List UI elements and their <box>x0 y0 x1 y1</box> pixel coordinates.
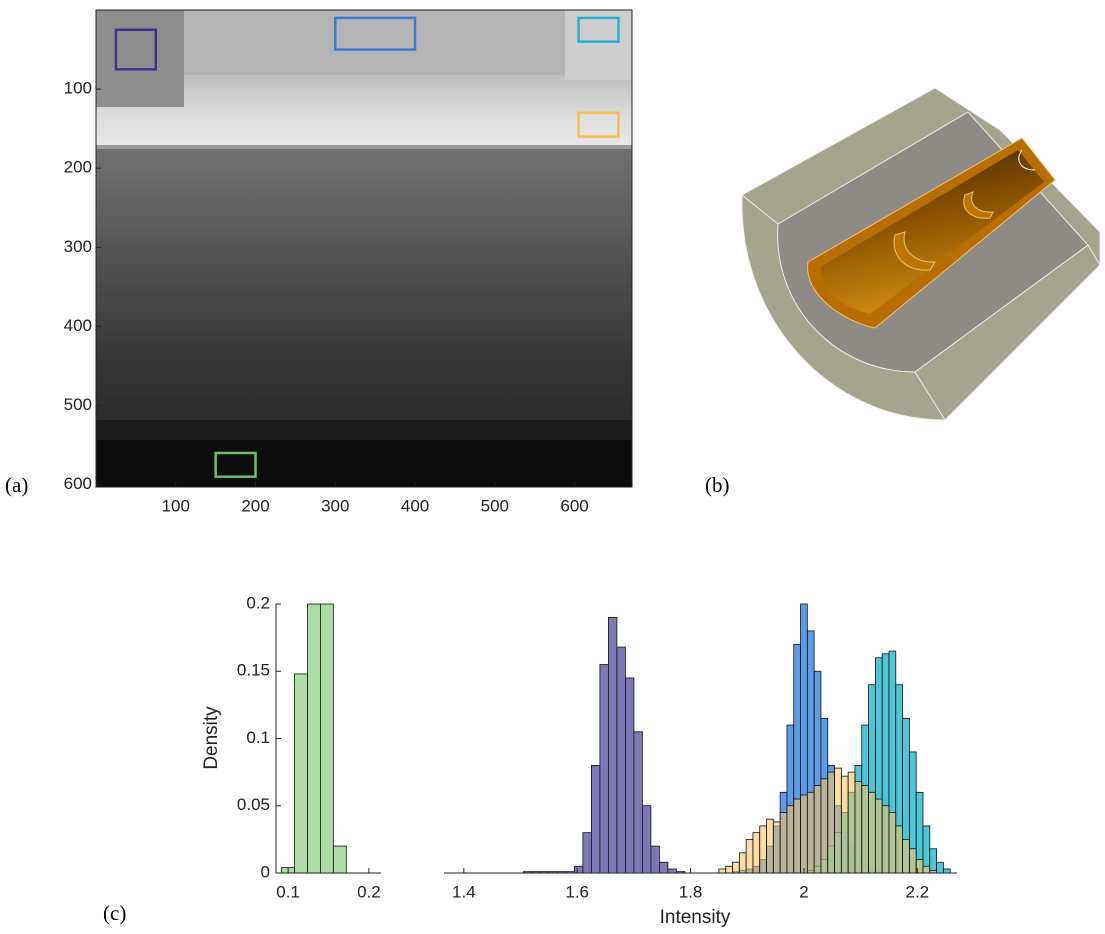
panel-label: (c) <box>103 901 126 925</box>
x-tick-label: 300 <box>321 496 349 515</box>
histogram-bar <box>881 805 890 874</box>
histogram-bar <box>779 812 788 874</box>
x-tick-label: 200 <box>241 496 269 515</box>
x-tick-label: 0.1 <box>276 882 300 901</box>
histogram-bar <box>772 821 781 874</box>
region <box>114 28 158 71</box>
histogram-bar <box>888 812 897 874</box>
x-tick-label: 2 <box>799 882 808 901</box>
x-tick-label: 400 <box>401 496 429 515</box>
y-tick-label: 0.1 <box>246 728 270 747</box>
histogram-bar <box>294 673 308 874</box>
histogram-bar <box>786 805 795 874</box>
histogram-bar <box>759 825 767 874</box>
histogram-bar <box>793 798 801 874</box>
histogram-bar <box>582 832 592 874</box>
x-tick-label: 100 <box>162 496 190 515</box>
histogram-bar <box>868 791 876 874</box>
x-tick-label: 600 <box>560 496 588 515</box>
histogram-bar <box>847 771 856 874</box>
histogram-bar <box>590 765 601 874</box>
y-tick-label: 500 <box>64 395 92 414</box>
histogram-bar <box>929 848 937 874</box>
region <box>214 451 257 478</box>
y-tick-label: 400 <box>64 316 92 335</box>
x-tick-label: 1.6 <box>565 882 589 901</box>
y-tick-label: 0.2 <box>246 593 270 612</box>
x-tick-label: 1.8 <box>679 882 703 901</box>
histogram-bar <box>718 868 727 874</box>
region <box>577 111 620 138</box>
histogram-bar <box>874 798 883 874</box>
histogram-bar <box>766 818 774 874</box>
y-tick-label: 200 <box>64 158 92 177</box>
histogram-bar <box>641 805 652 874</box>
histogram-bar <box>936 861 944 874</box>
histogram-bar <box>599 664 609 874</box>
x-tick-label: 2.2 <box>906 882 930 901</box>
histogram-bar <box>616 646 626 874</box>
axes-box <box>95 9 633 488</box>
histogram-bar <box>320 603 334 874</box>
histogram-bar <box>624 677 635 874</box>
histogram-bar <box>820 778 829 874</box>
panel-label: (a) <box>5 473 28 497</box>
y-tick-label: 300 <box>64 237 92 256</box>
histogram-bar <box>806 791 815 874</box>
panel-a: 100 200 300 400 500 600 100 200 300 400 500 600 <box>64 16 620 515</box>
histogram-bar <box>895 825 903 874</box>
y-tick-label: 0 <box>261 862 270 881</box>
histogram-bar <box>800 794 808 874</box>
panel-label: (b) <box>705 473 730 497</box>
histogram-bar <box>922 865 931 874</box>
image <box>96 10 632 487</box>
histogram-bar <box>725 865 733 874</box>
histogram-bar <box>752 832 761 874</box>
histogram-bar <box>745 838 754 874</box>
y-tick-label: 100 <box>64 79 92 98</box>
region <box>577 16 620 43</box>
region <box>334 16 417 51</box>
histogram-bar <box>902 838 910 874</box>
y-tick-label: 0.05 <box>237 795 270 814</box>
histogram-bar <box>827 771 835 874</box>
histogram-bar <box>732 861 740 874</box>
histogram-bar <box>942 868 951 874</box>
histogram-bar <box>573 865 584 874</box>
histogram-bar <box>738 852 747 874</box>
x-tick-label: 0.2 <box>357 882 381 901</box>
histogram-bar <box>607 617 618 874</box>
histogram-bar <box>659 861 669 874</box>
histogram-bar <box>813 785 822 874</box>
illustration <box>741 87 1101 421</box>
histogram-bar <box>667 868 677 874</box>
x-axis-label: Intensity <box>660 907 731 928</box>
histogram-bar <box>854 781 863 874</box>
x-tick-label: 1.4 <box>452 882 476 901</box>
y-tick-label: 0.15 <box>237 661 270 680</box>
histogram-bar <box>840 775 849 874</box>
histogram-bar <box>908 848 917 874</box>
x-tick-label: 500 <box>481 496 509 515</box>
y-axis-label: Density <box>201 706 222 770</box>
y-tick-label: 600 <box>64 474 92 493</box>
histogram-bar <box>633 731 643 874</box>
histogram-bar <box>861 785 869 874</box>
histogram-bar <box>332 845 347 874</box>
histogram-bar <box>834 767 842 874</box>
panel-c: 0.1 0.2 1.4 1.6 1.8 2 2.2 0 0.05 0.1 0.15 0.2 <box>237 593 957 901</box>
histogram-bar <box>307 603 321 874</box>
histogram-bar <box>650 845 660 874</box>
